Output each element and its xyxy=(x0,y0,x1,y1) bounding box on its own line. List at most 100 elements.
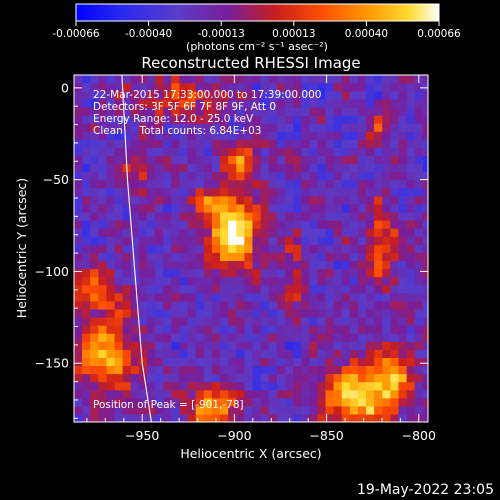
heatmap-cell xyxy=(260,115,270,124)
heatmap-cell xyxy=(220,389,229,399)
heatmap-cell xyxy=(382,139,391,148)
heatmap-cell xyxy=(341,155,351,165)
heatmap-cell xyxy=(366,397,375,407)
heatmap-cell xyxy=(341,106,351,116)
heatmap-cell xyxy=(406,333,416,342)
heatmap-cell xyxy=(130,381,140,391)
heatmap-cell xyxy=(293,115,302,124)
heatmap-cell xyxy=(211,405,221,415)
heatmap-cell xyxy=(220,333,229,342)
heatmap-cell xyxy=(276,163,286,173)
heatmap-cell xyxy=(414,373,424,383)
heatmap-cell xyxy=(325,316,335,326)
heatmap-cell xyxy=(398,147,408,157)
heatmap-cell xyxy=(325,244,335,253)
heatmap-cell xyxy=(98,90,108,100)
heatmap-cell xyxy=(276,155,286,165)
heatmap-cell xyxy=(82,147,91,157)
heatmap-cell xyxy=(171,300,181,310)
heatmap-cell xyxy=(147,333,156,342)
heatmap-cell xyxy=(349,203,359,213)
heatmap-cell xyxy=(138,75,148,84)
heatmap-cell xyxy=(236,82,245,92)
heatmap-cell xyxy=(211,292,221,302)
heatmap-cell xyxy=(163,115,172,124)
heatmap-cell xyxy=(187,147,197,157)
heatmap-cell xyxy=(398,325,408,334)
heatmap-cell xyxy=(406,228,416,237)
heatmap-cell xyxy=(357,203,367,213)
heatmap-cell xyxy=(341,82,351,92)
heatmap-cell xyxy=(349,260,359,270)
heatmap-cell xyxy=(325,373,335,383)
heatmap-cell xyxy=(122,179,132,189)
heatmap-cell xyxy=(382,123,391,132)
heatmap-cell xyxy=(171,244,181,253)
heatmap-cell xyxy=(82,333,91,342)
heatmap-cell xyxy=(90,131,99,140)
heatmap-cell xyxy=(309,187,318,197)
heatmap-cell xyxy=(114,115,124,124)
heatmap-cell xyxy=(268,325,278,334)
heatmap-cell xyxy=(82,203,91,213)
heatmap-cell xyxy=(382,98,391,108)
heatmap-cell xyxy=(236,276,245,286)
heatmap-cell xyxy=(130,90,140,100)
heatmap-cell xyxy=(260,397,270,407)
heatmap-cell xyxy=(268,228,278,237)
heatmap-cell xyxy=(333,115,343,124)
heatmap-cell xyxy=(90,357,99,367)
heatmap-cell xyxy=(293,244,302,253)
heatmap-cell xyxy=(187,308,197,318)
heatmap-cell xyxy=(398,163,408,173)
heatmap-cell xyxy=(325,268,335,278)
heatmap-cell xyxy=(203,341,213,350)
heatmap-cell xyxy=(122,106,132,116)
heatmap-cell xyxy=(114,171,124,181)
heatmap-cell xyxy=(244,236,254,245)
heatmap-cell xyxy=(244,349,254,358)
heatmap-cell xyxy=(187,268,197,278)
heatmap-cell xyxy=(276,300,286,310)
heatmap-cell xyxy=(114,333,124,342)
heatmap-cell xyxy=(203,333,213,342)
heatmap-cell xyxy=(317,308,327,318)
heatmap-cell xyxy=(268,155,278,165)
heatmap-cell xyxy=(406,325,416,334)
heatmap-cell xyxy=(163,268,172,278)
heatmap-cell xyxy=(114,139,124,148)
heatmap-cell xyxy=(82,349,91,358)
heatmap-cell xyxy=(252,268,262,278)
heatmap-cell xyxy=(284,365,294,375)
heatmap-cell xyxy=(90,139,99,148)
heatmap-cell xyxy=(309,155,318,165)
heatmap-cell xyxy=(333,325,343,334)
heatmap-cell xyxy=(220,123,229,132)
heatmap-cell xyxy=(325,260,335,270)
heatmap-cell xyxy=(268,341,278,350)
heatmap-cell xyxy=(74,341,83,350)
heatmap-cell xyxy=(171,220,181,229)
heatmap-cell xyxy=(325,228,335,237)
annotation-detectors: Detectors: 3F 5F 6F 7F 8F 9F, Att 0 xyxy=(93,101,276,113)
heatmap-cell xyxy=(268,236,278,245)
heatmap-cell xyxy=(398,389,408,399)
heatmap-cell xyxy=(98,284,108,294)
heatmap-cell xyxy=(276,203,286,213)
heatmap-cell xyxy=(341,268,351,278)
heatmap-cell xyxy=(252,98,262,108)
heatmap-cell xyxy=(114,276,124,286)
heatmap-cell xyxy=(163,131,172,140)
heatmap-cell xyxy=(341,284,351,294)
heatmap-cell xyxy=(414,381,424,391)
heatmap-cell xyxy=(74,236,83,245)
heatmap-cell xyxy=(357,131,367,140)
heatmap-cell xyxy=(341,389,351,399)
heatmap-cell xyxy=(90,373,99,383)
heatmap-cell xyxy=(114,106,124,116)
heatmap-cell xyxy=(293,349,302,358)
heatmap-cell xyxy=(163,179,172,189)
heatmap-cell xyxy=(260,163,270,173)
heatmap-cell xyxy=(422,381,428,391)
heatmap-cell xyxy=(333,405,343,415)
